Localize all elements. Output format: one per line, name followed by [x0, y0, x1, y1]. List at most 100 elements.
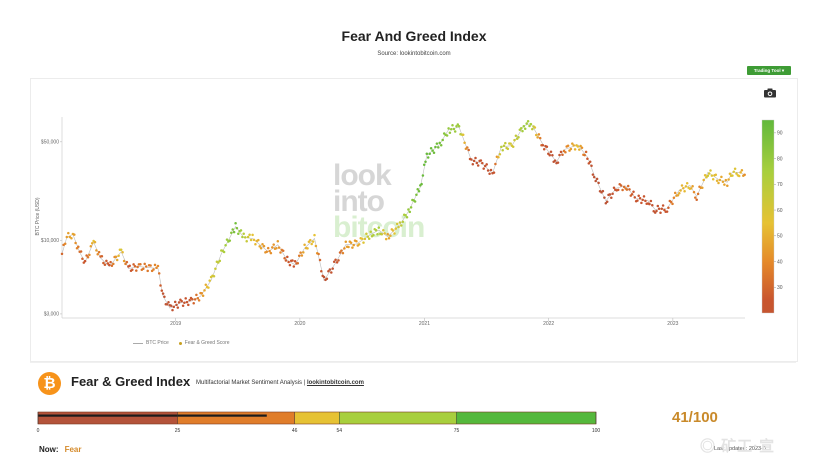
- fear-greed-point: [249, 238, 253, 242]
- page-subtitle: Source: lookintobitcoin.com: [377, 51, 451, 57]
- fear-greed-point: [519, 126, 523, 130]
- fear-greed-point: [135, 269, 138, 272]
- fear-greed-point: [225, 238, 229, 241]
- fear-greed-point: [109, 260, 112, 264]
- fear-greed-point: [191, 297, 194, 301]
- fear-greed-point: [706, 174, 710, 177]
- fear-greed-point: [451, 123, 454, 127]
- fear-greed-point: [128, 264, 131, 267]
- fear-greed-point: [389, 234, 392, 237]
- fear-greed-point: [100, 255, 104, 258]
- fear-greed-point: [286, 255, 289, 259]
- fear-greed-point: [74, 241, 77, 245]
- fear-greed-point: [548, 154, 551, 157]
- legend-score[interactable]: Fear & Greed Score: [178, 340, 230, 346]
- fear-greed-point: [242, 232, 245, 236]
- fear-greed-point: [261, 243, 264, 246]
- fear-greed-point: [88, 253, 91, 257]
- fear-greed-point: [234, 221, 237, 225]
- fear-greed-point: [73, 233, 76, 236]
- fear-greed-point: [382, 228, 385, 232]
- page-title: Fear And Greed Index: [341, 28, 487, 44]
- fear-greed-point: [625, 188, 629, 191]
- fear-greed-point: [142, 267, 145, 270]
- colorbar-tick-label: 90: [777, 131, 783, 137]
- fear-greed-point: [144, 265, 148, 268]
- fear-greed-point: [718, 178, 722, 182]
- fear-greed-point: [187, 303, 190, 307]
- fear-greed-point: [217, 261, 220, 264]
- fear-greed-point: [184, 297, 187, 300]
- fear-greed-point: [714, 173, 718, 176]
- fear-greed-point: [327, 270, 330, 273]
- fear-greed-point: [395, 222, 399, 226]
- fear-greed-point: [239, 229, 243, 232]
- fear-greed-point: [642, 195, 646, 198]
- fear-greed-point: [586, 157, 589, 161]
- fear-greed-point: [177, 301, 181, 304]
- gauge-segment: [456, 412, 596, 424]
- colorbar-tick-label: 40: [777, 259, 783, 265]
- y-tick-label: $3,000: [44, 312, 60, 318]
- fear-greed-point: [579, 144, 582, 148]
- fear-greed-point: [689, 187, 693, 190]
- fear-greed-point: [328, 268, 332, 271]
- fear-greed-point: [93, 240, 97, 244]
- fear-greed-point: [115, 258, 119, 262]
- fear-greed-point: [737, 174, 741, 178]
- fear-greed-point: [471, 162, 475, 166]
- fear-greed-point: [254, 243, 257, 246]
- source-link[interactable]: lookintobitcoin.com: [306, 380, 364, 386]
- fear-greed-point: [502, 144, 506, 147]
- fear-greed-point: [630, 192, 634, 196]
- fear-greed-point: [514, 134, 518, 138]
- fear-greed-point: [332, 260, 336, 263]
- fear-greed-point: [271, 246, 274, 249]
- fear-greed-point: [601, 189, 605, 193]
- chart-legend: BTC Price Fear & Greed Score: [133, 340, 230, 346]
- y-axis-label: BTC Price (USD): [35, 197, 41, 235]
- fear-greed-point: [573, 148, 577, 151]
- fear-greed-point: [633, 196, 637, 199]
- fear-greed-point: [232, 230, 236, 234]
- fear-greed-point: [680, 184, 684, 187]
- fear-greed-point: [284, 259, 288, 262]
- fear-greed-point: [481, 161, 484, 165]
- fear-greed-point: [616, 188, 620, 192]
- x-tick-label: 2019: [170, 321, 181, 327]
- fear-greed-point: [651, 203, 654, 207]
- fear-greed-point: [367, 237, 371, 241]
- fear-greed-point: [349, 241, 353, 244]
- fear-greed-point: [452, 127, 456, 131]
- fear-greed-point: [86, 255, 90, 259]
- fear-greed-point: [296, 261, 300, 265]
- fear-greed-point: [432, 151, 436, 154]
- fear-greed-point: [153, 263, 157, 267]
- legend-price[interactable]: BTC Price: [133, 340, 169, 346]
- fear-greed-point: [340, 249, 343, 252]
- fear-greed-point: [727, 178, 730, 181]
- fear-greed-point: [619, 184, 623, 187]
- fear-greed-point: [724, 178, 728, 182]
- fear-greed-point: [269, 251, 273, 255]
- fear-greed-point: [463, 141, 466, 144]
- gauge-indicator-bar: [38, 414, 267, 417]
- fear-greed-point: [428, 152, 431, 156]
- fear-greed-point: [592, 175, 596, 179]
- fear-greed-point: [591, 173, 595, 176]
- fear-greed-point: [583, 153, 586, 157]
- fear-greed-point: [96, 252, 99, 256]
- fear-greed-point: [203, 289, 206, 292]
- fear-greed-point: [709, 169, 712, 172]
- corner-watermark: ◎ 矿工·宣: [700, 438, 776, 455]
- fear-greed-point: [526, 120, 530, 123]
- fear-greed-point: [376, 233, 379, 236]
- fear-greed-point: [636, 199, 639, 202]
- fear-greed-point: [483, 164, 487, 168]
- last-updated: Last updated: 2023-0...: [714, 446, 771, 452]
- camera-icon[interactable]: [763, 88, 777, 98]
- trading-tool-button[interactable]: Trading Tool ▾: [747, 66, 791, 75]
- fear-greed-point: [207, 286, 210, 289]
- fear-greed-point: [638, 196, 642, 200]
- fear-greed-point: [426, 156, 430, 159]
